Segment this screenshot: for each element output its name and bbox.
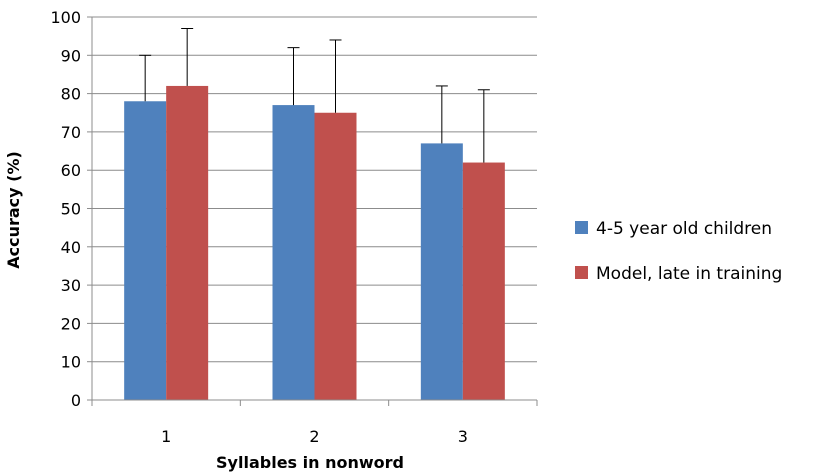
y-tick-label-40: 40 (61, 238, 81, 257)
y-tick-label-70: 70 (61, 123, 81, 142)
y-tick-label-20: 20 (61, 314, 81, 333)
y-axis-title: Accuracy (%) (4, 151, 23, 269)
y-tick-label-90: 90 (61, 46, 81, 65)
bar-series1-cat2 (272, 105, 315, 400)
bar-series1-cat3 (420, 143, 463, 400)
bar-series1-cat1 (124, 101, 167, 400)
bar-series2-cat3 (462, 162, 505, 400)
legend-swatch-model (575, 266, 588, 279)
bars (124, 85, 505, 400)
y-tick-label-50: 50 (61, 200, 81, 219)
y-tick-label-30: 30 (61, 276, 81, 295)
y-tick-label-80: 80 (61, 85, 81, 104)
x-tick-label-1: 1 (161, 427, 171, 446)
x-tick-label-3: 3 (458, 427, 468, 446)
tick-labels: 0 10 20 30 40 50 60 70 80 90 100 1 2 3 (50, 8, 467, 446)
legend-label-children: 4-5 year old children (596, 219, 772, 239)
x-tick-label-2: 2 (309, 427, 319, 446)
legend-label-model: Model, late in training (596, 264, 782, 284)
axes (87, 16, 538, 406)
y-tick-label-0: 0 (71, 391, 81, 410)
bar-series2-cat1 (166, 85, 209, 400)
legend-swatch-children (575, 221, 588, 234)
bar-series2-cat2 (314, 112, 357, 400)
y-tick-label-100: 100 (50, 8, 81, 27)
y-tick-label-10: 10 (61, 353, 81, 372)
y-tick-label-60: 60 (61, 161, 81, 180)
legend: 4-5 year old children Model, late in tra… (575, 219, 782, 284)
x-axis-title: Syllables in nonword (216, 453, 404, 472)
error-bars (139, 27, 490, 163)
